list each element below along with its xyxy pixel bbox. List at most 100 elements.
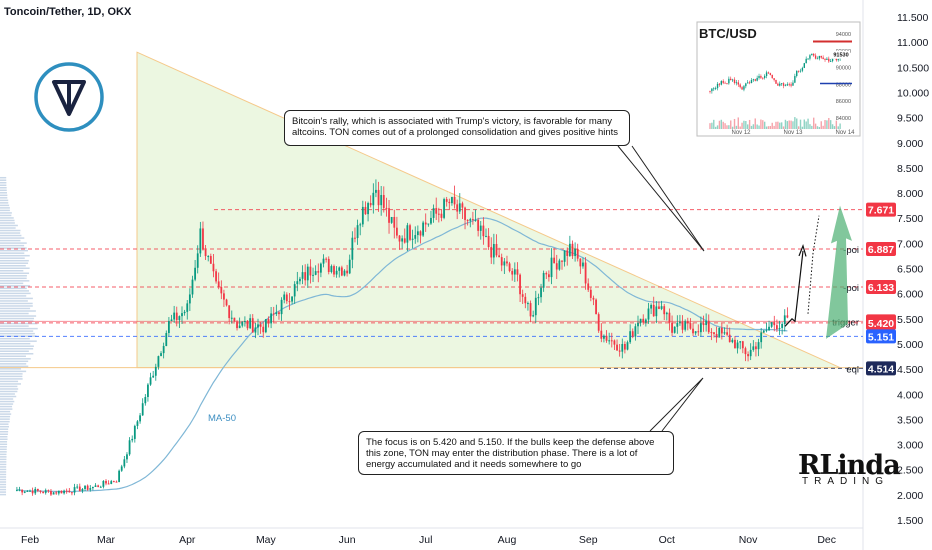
volume-profile-bar (0, 491, 7, 493)
volume-profile-bar (0, 224, 18, 227)
note-bottom: The focus is on 5.420 and 5.150. If the … (358, 431, 674, 475)
inset-candle-body (828, 58, 830, 62)
candle-body (736, 342, 739, 349)
inset-volume-bar (754, 118, 756, 129)
x-tick-label: Apr (179, 534, 196, 546)
volume-profile-bar (0, 199, 9, 202)
volume-profile-bar (0, 254, 30, 257)
projection-path (784, 250, 804, 327)
candle-body (81, 488, 84, 492)
inset-volume-bar (833, 126, 836, 129)
candle-body (304, 272, 307, 281)
candle-body (686, 321, 689, 324)
inset-candle-body (733, 79, 736, 83)
candle-body (702, 323, 705, 326)
volume-profile-bar (0, 365, 29, 368)
volume-profile-bar (0, 373, 23, 375)
volume-profile-bar (0, 486, 7, 488)
note-top: Bitcoin's rally, which is associated wit… (284, 110, 630, 146)
volume-profile-bar (0, 282, 24, 285)
candle-body (270, 313, 273, 324)
candle-body (322, 258, 325, 264)
volume-profile-bar (0, 395, 17, 398)
candle-body (301, 272, 304, 279)
candle-body (141, 403, 144, 416)
candle-body (207, 256, 210, 258)
candle-body (160, 353, 162, 357)
inset-x-tick: Nov 12 (731, 130, 751, 136)
volume-profile-bar (0, 466, 7, 468)
volume-profile-bar (0, 393, 15, 395)
candle-body (671, 322, 673, 333)
inset-candle-body (773, 78, 775, 80)
candle-body (660, 306, 663, 309)
candle-body (566, 250, 569, 256)
inset-y-tick: 94000 (836, 32, 851, 38)
inset-volume-bar (788, 120, 790, 129)
volume-profile-bar (0, 358, 31, 360)
candle-body (401, 238, 404, 242)
price-label-text: 5.151 (868, 331, 894, 343)
candle-body (589, 289, 592, 298)
volume-profile-bar (0, 448, 7, 451)
volume-profile-bar (0, 295, 27, 297)
candle-body (506, 261, 508, 264)
candle-body (623, 344, 626, 350)
inset-volume-bar (811, 125, 813, 129)
volume-profile-bar (0, 192, 7, 194)
candle-body (451, 196, 453, 204)
inset-candle-body (788, 84, 790, 86)
candle-body (133, 425, 136, 439)
volume-profile-bar (0, 375, 23, 378)
candle-body (409, 225, 411, 240)
candle-body (202, 228, 204, 250)
inset-candle-body (728, 78, 730, 84)
inset-volume-bar (779, 122, 781, 129)
price-label-text: 7.671 (868, 205, 894, 217)
volume-profile-bar (0, 330, 34, 332)
volume-profile-bar (0, 473, 7, 476)
volume-profile-bar (0, 428, 9, 430)
x-tick-label: Nov (739, 534, 758, 546)
x-tick-label: May (256, 534, 277, 546)
price-label-box (866, 242, 896, 257)
volume-profile-bar (0, 493, 7, 496)
y-tick-label: 1.500 (897, 515, 923, 527)
projection-dotted (807, 215, 820, 314)
candle-body (490, 247, 493, 258)
inset-volume-bar (773, 125, 775, 129)
y-tick-label: 11.000 (897, 37, 928, 49)
candle-body (118, 470, 121, 482)
candle-body (335, 270, 338, 275)
candle-body (639, 318, 642, 324)
note-top-text: Bitcoin's rally, which is associated wit… (292, 116, 619, 138)
volume-profile-bar (0, 252, 25, 254)
volume-profile-bar (0, 363, 27, 365)
volume-profile-bar (0, 418, 10, 420)
candle-body (453, 196, 456, 205)
candle-body (361, 206, 364, 225)
inset-volume-bar (820, 121, 822, 129)
inset-volume-bar (747, 124, 749, 129)
inset-candle-body (767, 72, 770, 74)
inset-volume-bar (724, 123, 726, 129)
candle-body (330, 266, 333, 272)
candle-body (492, 244, 495, 258)
inset-volume-bar (771, 122, 773, 129)
inset-volume-bar (782, 126, 785, 129)
inset-candle-body (814, 55, 817, 59)
candle-body (246, 320, 249, 329)
inset-candle-body (796, 70, 798, 77)
candle-body (395, 227, 398, 236)
inset-candle-body (763, 75, 766, 78)
candle-body (299, 278, 301, 282)
candle-body (631, 331, 634, 337)
volume-profile-bar (0, 300, 28, 302)
y-tick-label: 2.000 (897, 490, 923, 502)
candle-body (537, 297, 540, 299)
volume-profile-bar (0, 292, 31, 295)
inset-volume-bar (730, 120, 732, 129)
candle-body (681, 321, 684, 330)
volume-profile-bar (0, 237, 25, 239)
candle-body (249, 318, 252, 329)
